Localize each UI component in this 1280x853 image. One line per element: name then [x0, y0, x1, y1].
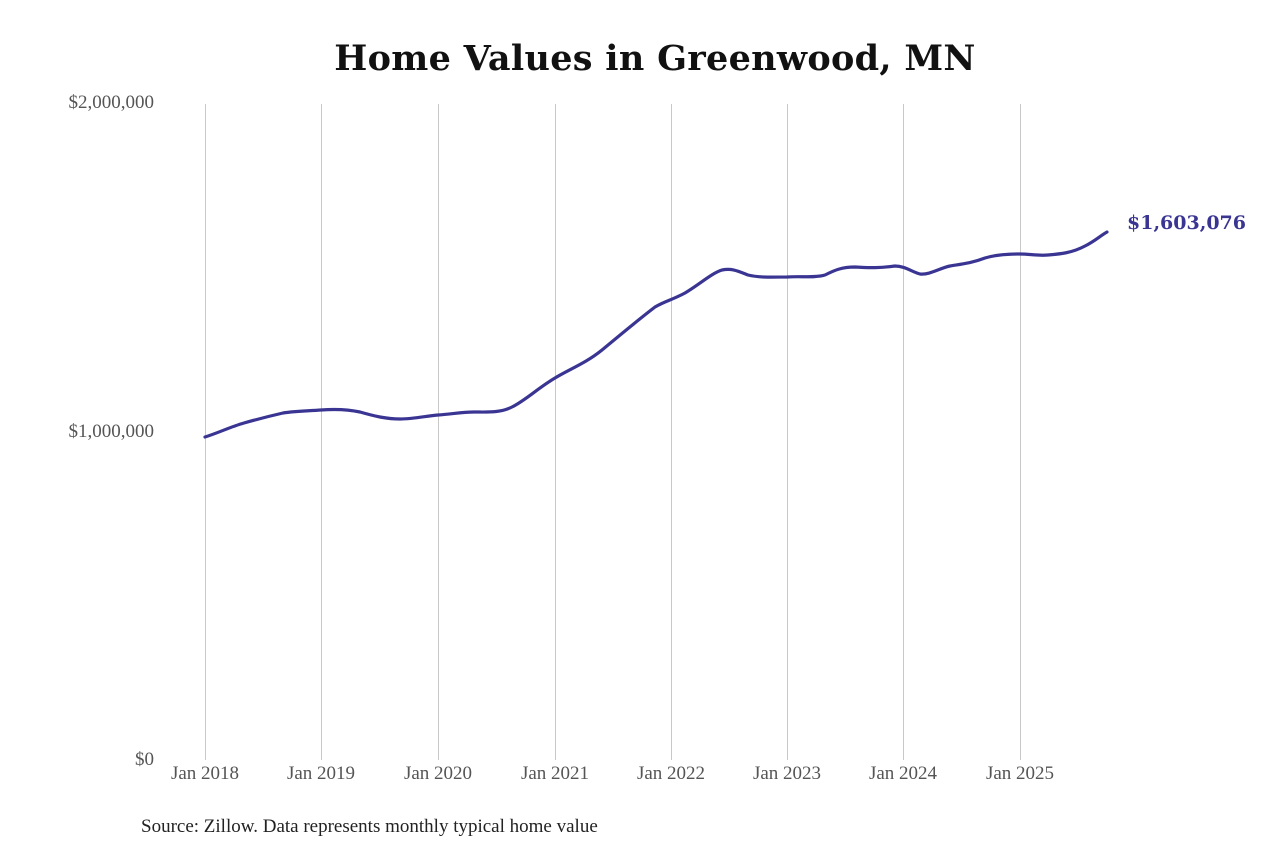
last-value-label: $1,603,076: [1127, 212, 1246, 234]
x-tick-label-2020: Jan 2020: [403, 763, 473, 784]
x-tick-label-2019: Jan 2019: [286, 763, 356, 784]
source-note: Source: Zillow. Data represents monthly …: [141, 816, 598, 837]
x-tick-label-2022: Jan 2022: [636, 763, 706, 784]
y-tick-label-2m: $2,000,000: [68, 92, 155, 113]
x-tick-label-2021: Jan 2021: [520, 763, 590, 784]
chart-title: Home Values in Greenwood, MN: [334, 38, 976, 79]
x-tick-label-2023: Jan 2023: [752, 763, 822, 784]
home-value-line: [203, 230, 1109, 439]
y-tick-label-1m: $1,000,000: [68, 421, 155, 442]
x-tick-label-2024: Jan 2024: [868, 763, 938, 784]
vertical-gridlines: [205, 104, 1021, 760]
x-tick-label-2025: Jan 2025: [985, 763, 1055, 784]
y-tick-label-0: $0: [135, 749, 154, 770]
x-tick-label-2018: Jan 2018: [170, 763, 240, 784]
